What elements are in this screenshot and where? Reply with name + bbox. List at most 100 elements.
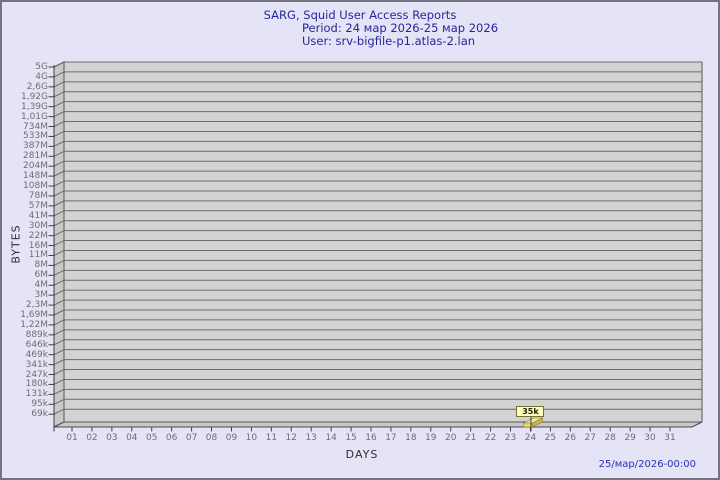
- x-tick-label: 02: [86, 433, 98, 443]
- wall-gridline: [53, 160, 65, 167]
- y-tick-label: 22M: [28, 230, 48, 241]
- y-tick-label: 646k: [25, 339, 48, 350]
- wall-gridline: [53, 369, 65, 375]
- x-tick-label: 22: [484, 433, 497, 443]
- generation-timestamp: 25/мар/2026-00:00: [598, 459, 696, 470]
- y-tick-label: 1,69M: [20, 310, 48, 320]
- bar-front-face: [523, 422, 533, 428]
- x-tick-label: 07: [185, 433, 198, 443]
- x-tick-label: 23: [504, 433, 517, 443]
- chart-user: User: srv-bigfile-p1.atlas-2.lan: [302, 34, 476, 48]
- wall-gridline: [53, 339, 65, 346]
- y-tick-label: 5G: [35, 62, 48, 72]
- wall-gridline: [53, 269, 65, 276]
- x-tick-label: 16: [365, 433, 377, 443]
- bar-group: [523, 417, 543, 432]
- y-tick-label: 41M: [28, 210, 48, 221]
- x-tick-label: 20: [444, 433, 457, 443]
- y-tick-label: 1,92G: [20, 91, 48, 102]
- y-tick-label: 4G: [35, 71, 48, 82]
- wall-gridline: [53, 190, 65, 197]
- wall-gridline: [53, 359, 65, 366]
- wall-gridline: [53, 220, 65, 227]
- wall-gridline: [53, 180, 65, 187]
- y-tick-label: 469k: [25, 349, 48, 360]
- wall-gridline: [53, 61, 65, 68]
- y-tick-label: 204M: [23, 161, 48, 172]
- y-tick-label: 69k: [31, 409, 48, 420]
- wall-gridline: [53, 101, 65, 108]
- chart-floor: [53, 421, 703, 428]
- wall-gridline: [53, 289, 65, 296]
- x-tick-label: 26: [564, 433, 577, 443]
- x-ticks-group: [71, 427, 671, 432]
- x-tick-label: 06: [165, 433, 178, 443]
- x-tick-label: 08: [205, 433, 218, 443]
- y-tick-label: 95k: [31, 399, 48, 410]
- y-tick-label: 2,3M: [25, 300, 48, 311]
- y-tick-label: 4M: [34, 280, 49, 291]
- wall-gridline: [53, 309, 65, 316]
- wall-gridline: [53, 250, 65, 256]
- x-tick-label: 27: [584, 433, 596, 443]
- x-tick-label: 09: [225, 433, 238, 443]
- wall-gridline: [53, 140, 65, 147]
- wall-gridline: [53, 408, 65, 415]
- wall-gridline: [53, 299, 65, 306]
- wall-gridline: [53, 170, 65, 177]
- gridlines-group: [48, 61, 702, 415]
- y-tick-label: 11M: [28, 250, 48, 261]
- wall-gridline: [53, 279, 65, 286]
- wall-gridline: [53, 240, 65, 247]
- x-tick-label: 11: [265, 433, 278, 443]
- wall-gridline: [53, 150, 65, 157]
- wall-gridline: [53, 130, 65, 137]
- y-tick-label: 108M: [23, 181, 48, 192]
- y-tick-label: 341k: [25, 359, 48, 370]
- wall-gridline: [53, 398, 65, 405]
- wall-gridline: [53, 230, 65, 237]
- x-tick-label: 19: [425, 433, 437, 443]
- chart-period: Period: 24 мар 2026-25 мар 2026: [302, 21, 499, 35]
- plot-area: [63, 61, 703, 423]
- y-tick-label: 2,6G: [26, 81, 48, 92]
- y-tick-label: 889k: [25, 329, 48, 340]
- wall-gridline: [53, 378, 65, 385]
- wall-gridline: [53, 329, 65, 336]
- x-tick-label: 04: [126, 433, 138, 443]
- wall-gridline: [53, 71, 65, 78]
- wall-gridline: [53, 319, 65, 326]
- wall-gridline: [53, 200, 65, 207]
- y-tick-label: 247k: [25, 369, 48, 380]
- y-tick-label: 131k: [25, 389, 48, 400]
- x-tick-label: 30: [644, 433, 656, 443]
- wall-gridline: [53, 91, 65, 98]
- x-axis-title: DAYS: [345, 448, 379, 461]
- y-tick-label: 387M: [23, 141, 48, 152]
- y-tick-label: 78M: [28, 190, 48, 201]
- y-tick-label: 3M: [34, 290, 49, 301]
- y-tick-label: 6M: [34, 270, 49, 281]
- y-tick-label: 1,39G: [20, 101, 48, 112]
- y-tick-label: 533M: [23, 131, 48, 142]
- x-tick-label: 05: [145, 433, 158, 443]
- wall-gridline: [53, 81, 65, 88]
- y-tick-label: 16M: [28, 240, 48, 251]
- x-tick-label: 10: [245, 433, 258, 443]
- wall-gridline: [53, 349, 65, 356]
- x-tick-label: 17: [385, 433, 397, 443]
- x-tick-label: 28: [604, 433, 616, 443]
- wall-gridline: [53, 111, 65, 118]
- x-tick-label: 25: [544, 433, 557, 443]
- x-tick-label: 15: [345, 433, 357, 443]
- y-tick-label: 30M: [28, 220, 48, 231]
- wall-gridline: [53, 121, 65, 127]
- y-tick-label: 148M: [23, 171, 48, 182]
- x-tick-label: 12: [285, 433, 297, 443]
- x-tick-label: 18: [405, 433, 417, 443]
- y-tick-label: 8M: [34, 260, 49, 271]
- x-tick-label: 31: [664, 433, 676, 443]
- x-tick-label: 24: [524, 433, 537, 443]
